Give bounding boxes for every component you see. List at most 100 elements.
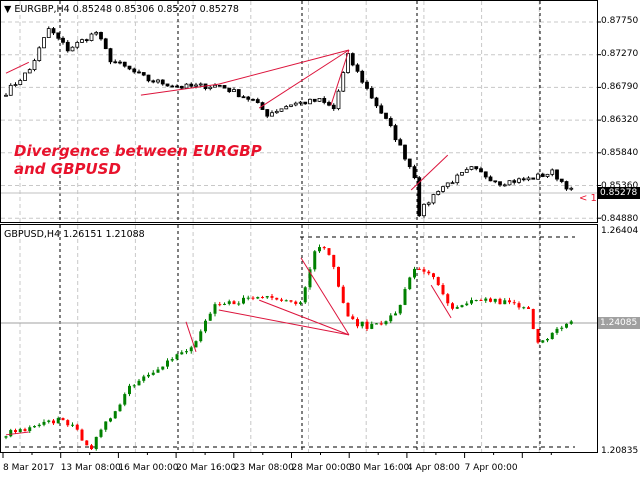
eurgbp-candle — [217, 84, 222, 87]
eurgbp-candle — [569, 187, 574, 190]
gbpusd-candle — [270, 296, 274, 298]
eurgbp-candle — [4, 94, 8, 97]
gbpusd-candle — [180, 352, 184, 355]
gbpusd-candle — [94, 436, 98, 450]
divergence-line — [330, 49, 350, 106]
gbpusd-candle — [47, 420, 51, 422]
gbpusd-candle — [403, 289, 407, 305]
gbpusd-current-price: 1.24085 — [598, 317, 640, 329]
gbpusd-candle — [527, 307, 530, 309]
eurgbp-candle — [498, 181, 502, 186]
gbpusd-candle — [565, 323, 568, 328]
eurgbp-candle — [531, 177, 536, 180]
eurgbp-candle — [312, 98, 317, 102]
gbpusd-candle — [503, 300, 507, 305]
eurgbp-candle — [75, 42, 80, 48]
eurgbp-pane-frame — [0, 0, 598, 223]
gbpusd-candle — [546, 339, 549, 341]
gbpusd-candle — [85, 440, 89, 446]
eurgbp-candle — [374, 97, 379, 107]
eurgbp-candle — [517, 178, 521, 183]
eurgbp-candle — [132, 68, 137, 73]
gbpusd-candle — [37, 424, 41, 427]
gbpusd-candle — [232, 301, 236, 305]
eurgbp-candle — [398, 139, 403, 146]
gbpusd-price-tick-low: 1.20835 — [601, 446, 639, 456]
divergence-line — [218, 49, 350, 85]
gbpusd-candle — [308, 269, 312, 288]
eurgbp-candle — [270, 112, 274, 117]
eurgbp-price-tick: 0.85360 — [601, 181, 639, 187]
gbpusd-candle — [132, 385, 136, 387]
gbpusd-candle — [194, 341, 198, 348]
gbpusd-candle — [261, 297, 264, 299]
gbpusd-candle — [356, 319, 359, 327]
eurgbp-candle — [32, 60, 37, 71]
gbpusd-candle — [465, 303, 469, 306]
gbpusd-candle — [275, 297, 279, 300]
eurgbp-candle — [118, 61, 122, 64]
gbpusd-candle — [166, 360, 169, 367]
gbpusd-candle — [327, 248, 331, 255]
gbpusd-candle — [489, 298, 492, 302]
gbpusd-price-tick-high: 1.26404 — [601, 226, 639, 236]
gbpusd-candle — [71, 424, 74, 426]
eurgbp-candle — [445, 182, 450, 188]
eurgbp-candle — [384, 112, 388, 119]
eurgbp-candle — [483, 171, 488, 178]
divergence-line — [140, 83, 219, 96]
eurgbp-candle — [227, 87, 232, 93]
eurgbp-candle — [289, 104, 293, 107]
gbpusd-candle — [14, 430, 17, 433]
eurgbp-candle — [251, 98, 255, 101]
eurgbp-candle — [113, 61, 118, 64]
gbpusd-candle — [360, 321, 364, 327]
gbpusd-candle — [137, 380, 141, 386]
eurgbp-candle — [479, 168, 483, 173]
eurgbp-price-tick: 0.86320 — [601, 115, 639, 125]
eurgbp-candle — [308, 98, 312, 105]
gbpusd-candle — [441, 285, 445, 295]
gbpusd-candle — [61, 418, 65, 421]
gbpusd-candle — [460, 305, 464, 308]
gbpusd-candle — [536, 329, 540, 343]
gbpusd-candle — [375, 323, 378, 325]
gbpusd-candle — [384, 321, 388, 325]
divergence-line — [300, 257, 350, 336]
eurgbp-candle — [61, 37, 65, 43]
eurgbp-candle — [422, 203, 426, 217]
eurgbp-candle — [365, 81, 369, 89]
divergence-line — [258, 299, 350, 336]
gbpusd-candle — [151, 372, 155, 375]
eurgbp-candle — [80, 39, 84, 43]
eurgbp-candle — [151, 80, 156, 83]
gbpusd-candle — [265, 296, 269, 298]
gbpusd-candle — [251, 297, 255, 299]
eurgbp-candle — [536, 173, 540, 180]
gbpusd-candle — [109, 418, 112, 422]
gbpusd-candle — [289, 300, 293, 302]
eurgbp-candle — [70, 46, 75, 52]
gbpusd-pane-frame — [0, 224, 598, 453]
gbpusd-candle — [432, 273, 435, 278]
gbpusd-candle — [398, 304, 402, 314]
eurgbp-current-price: 0.85278 — [598, 187, 640, 199]
gbpusd-candle — [508, 300, 511, 303]
eurgbp-candle — [407, 158, 412, 168]
eurgbp-candle — [27, 69, 32, 74]
gbpusd-candle — [161, 366, 165, 370]
gbpusd-candle — [66, 420, 70, 426]
divergence-line — [5, 431, 29, 436]
eurgbp-candle — [194, 84, 198, 87]
eurgbp-candle — [137, 71, 141, 74]
gbpusd-candle — [175, 354, 179, 360]
eurgbp-candle — [165, 83, 170, 87]
time-axis-label: 8 Mar 2017 — [3, 463, 55, 473]
gbpusd-candle — [33, 426, 36, 428]
gbpusd-candle — [550, 332, 554, 340]
gbpusd-candle — [322, 247, 326, 249]
eurgbp-price-tick: 0.86790 — [601, 82, 639, 92]
eurgbp-price-tick: 0.84880 — [601, 214, 639, 224]
gbpusd-candle — [522, 307, 526, 309]
